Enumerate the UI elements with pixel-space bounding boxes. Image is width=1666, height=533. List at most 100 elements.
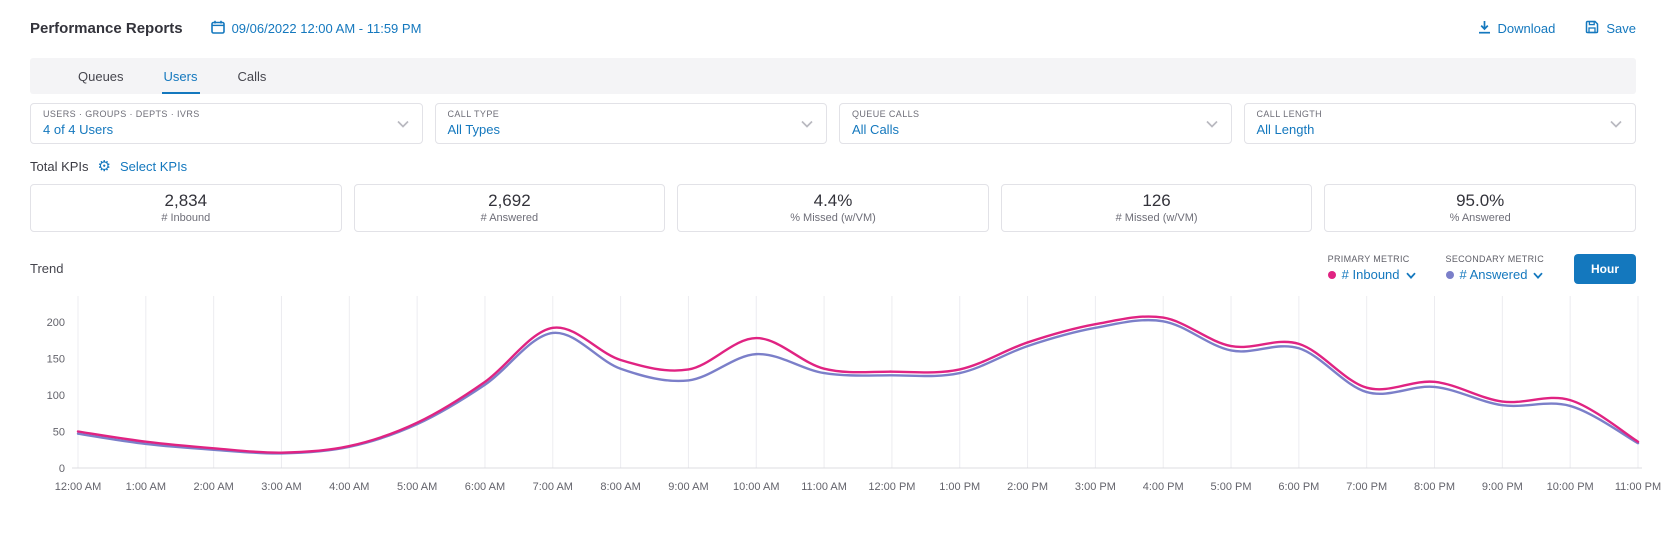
filter-value: All Calls <box>852 122 899 137</box>
x-axis-label: 2:00 PM <box>1007 481 1048 493</box>
x-axis-label: 10:00 AM <box>733 481 779 493</box>
x-axis-label: 3:00 PM <box>1075 481 1116 493</box>
kpi-label: # Answered <box>480 212 539 224</box>
x-axis-label: 10:00 PM <box>1547 481 1594 493</box>
filter-label: QUEUE CALLS <box>852 109 920 119</box>
secondary-metric-dot <box>1445 270 1454 279</box>
kpi-card-pct-missed: 4.4% % Missed (w/VM) <box>677 184 989 232</box>
total-kpis-title: Total KPIs <box>30 159 89 174</box>
x-axis-label: 9:00 AM <box>668 481 708 493</box>
y-axis-label: 200 <box>47 317 65 329</box>
filter-label: USERS · GROUPS · DEPTS · IVRS <box>43 109 200 119</box>
filter-label: CALL LENGTH <box>1256 109 1323 119</box>
kpi-card-inbound: 2,834 # Inbound <box>30 184 342 232</box>
y-axis-label: 50 <box>53 427 65 439</box>
primary-metric-dot <box>1327 270 1336 279</box>
x-axis-label: 1:00 PM <box>939 481 980 493</box>
interval-hour-button[interactable]: Hour <box>1574 254 1636 284</box>
x-axis-label: 8:00 PM <box>1414 481 1455 493</box>
filters-row: USERS · GROUPS · DEPTS · IVRS 4 of 4 Use… <box>0 103 1666 144</box>
x-axis-label: 12:00 PM <box>868 481 915 493</box>
kpi-label: # Inbound <box>161 212 211 224</box>
save-button[interactable]: Save <box>1585 20 1636 37</box>
y-axis-label: 0 <box>59 463 65 475</box>
secondary-metric-value: # Answered <box>1459 267 1528 282</box>
kpi-value: 2,834 <box>164 191 208 210</box>
x-axis-label: 5:00 PM <box>1211 481 1252 493</box>
x-axis-label: 2:00 AM <box>193 481 233 493</box>
x-axis-label: 5:00 AM <box>397 481 437 493</box>
primary-metric: PRIMARY METRIC # Inbound <box>1327 254 1416 282</box>
x-axis-label: 4:00 PM <box>1143 481 1184 493</box>
kpi-label: # Missed (w/VM) <box>1115 212 1198 224</box>
filter-dropdown-users[interactable]: USERS · GROUPS · DEPTS · IVRS 4 of 4 Use… <box>30 103 423 144</box>
total-kpis-header: Total KPIs ⚙ Select KPIs <box>0 159 1666 174</box>
trend-title: Trend <box>30 261 64 276</box>
gear-icon[interactable]: ⚙ <box>97 158 111 175</box>
kpi-value: 4.4% <box>813 191 853 210</box>
x-axis-label: 8:00 AM <box>600 481 640 493</box>
kpi-card-missed: 126 # Missed (w/VM) <box>1000 184 1313 232</box>
tab-users[interactable]: Users <box>144 58 218 94</box>
download-icon <box>1478 20 1491 37</box>
y-axis-label: 150 <box>47 354 65 366</box>
secondary-metric-label: SECONDARY METRIC <box>1445 254 1544 264</box>
calendar-icon <box>210 20 225 37</box>
chevron-down-icon <box>1405 267 1416 282</box>
kpi-card-pct-answered: 95.0% % Answered <box>1324 184 1636 232</box>
save-icon <box>1585 20 1599 37</box>
x-axis-label: 1:00 AM <box>126 481 166 493</box>
chevron-down-icon <box>1205 115 1218 133</box>
download-button[interactable]: Download <box>1478 20 1556 37</box>
chevron-down-icon <box>396 115 409 133</box>
save-label: Save <box>1606 20 1636 36</box>
x-axis-label: 9:00 PM <box>1482 481 1523 493</box>
kpi-label: % Answered <box>1449 212 1511 224</box>
filter-dropdown-call-type[interactable]: CALL TYPE All Types <box>434 103 827 144</box>
x-axis-label: 3:00 AM <box>261 481 301 493</box>
date-range-picker[interactable]: 09/06/2022 12:00 AM - 11:59 PM <box>210 20 422 37</box>
x-axis-label: 7:00 PM <box>1346 481 1387 493</box>
tab-calls[interactable]: Calls <box>237 68 267 84</box>
page-title: Performance Reports <box>30 19 183 37</box>
kpi-cards-row: 2,834 # Inbound 2,692 # Answered 4.4% % … <box>0 184 1666 232</box>
chevron-down-icon <box>1610 115 1622 133</box>
filter-value: 4 of 4 Users <box>43 122 114 137</box>
filter-value: All Length <box>1256 122 1315 137</box>
kpi-label: % Missed (w/VM) <box>790 212 876 224</box>
kpi-value: 95.0% <box>1456 191 1505 210</box>
primary-metric-label: PRIMARY METRIC <box>1327 254 1410 264</box>
filter-dropdown-call-length[interactable]: CALL LENGTH All Length <box>1243 103 1636 144</box>
x-axis-label: 6:00 PM <box>1278 481 1319 493</box>
trend-chart: 12:00 AM 1:00 AM 2:00 AM 3:00 AM 4:00 AM 5:00… <box>47 296 1661 493</box>
chevron-down-icon <box>1533 267 1544 282</box>
download-label: Download <box>1497 20 1556 36</box>
x-axis-label: 6:00 AM <box>465 481 505 493</box>
trend-chart-area: 12:00 AM 1:00 AM 2:00 AM 3:00 AM 4:00 AM 5:00… <box>0 288 1666 523</box>
x-axis-label: 4:00 AM <box>329 481 369 493</box>
trend-legend: PRIMARY METRIC # Inbound SECONDARY METRI… <box>1327 254 1544 286</box>
series-line-inbound <box>76 315 1640 454</box>
filter-dropdown-queue-calls[interactable]: QUEUE CALLS All Calls <box>839 103 1232 144</box>
primary-metric-value: # Inbound <box>1341 267 1400 282</box>
trend-header: Trend PRIMARY METRIC # Inbound SECONDARY… <box>0 248 1666 286</box>
tab-queues[interactable]: Queues <box>78 68 124 84</box>
page-header: Performance Reports 09/06/2022 12:00 AM … <box>0 8 1666 48</box>
kpi-value: 126 <box>1142 191 1171 210</box>
date-range-text: 09/06/2022 12:00 AM - 11:59 PM <box>231 20 422 36</box>
x-axis-label: 7:00 AM <box>533 481 573 493</box>
chevron-down-icon <box>801 115 813 133</box>
kpi-card-answered: 2,692 # Answered <box>353 184 666 232</box>
x-axis-label: 11:00 AM <box>801 481 847 493</box>
secondary-metric-selector[interactable]: # Answered <box>1445 267 1544 282</box>
y-axis-label: 100 <box>47 390 65 402</box>
filter-value: All Types <box>447 122 501 137</box>
filter-label: CALL TYPE <box>447 109 500 119</box>
select-kpis-link[interactable]: Select KPIs <box>119 159 188 174</box>
kpi-value: 2,692 <box>488 191 531 210</box>
x-axis-label: 12:00 AM <box>55 481 101 493</box>
x-axis-label: 11:00 PM <box>1615 481 1661 493</box>
report-tabs: Queues Users Calls <box>30 58 1636 94</box>
secondary-metric: SECONDARY METRIC # Answered <box>1445 254 1544 282</box>
primary-metric-selector[interactable]: # Inbound <box>1327 267 1416 282</box>
